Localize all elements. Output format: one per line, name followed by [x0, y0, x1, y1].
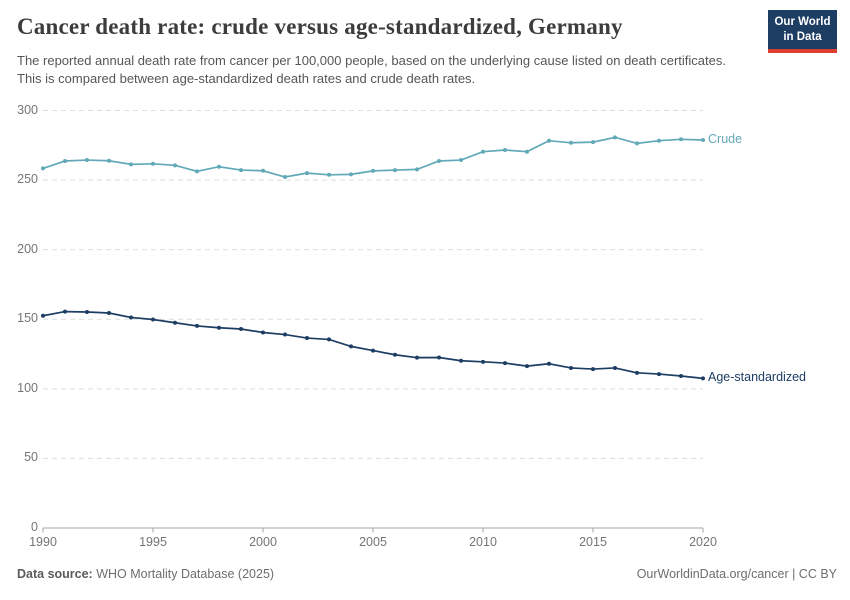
series-label-age-standardized: Age-standardized	[708, 370, 806, 385]
y-axis-tick-50: 50	[24, 450, 38, 465]
data-point-age-standardized-2019	[679, 374, 683, 379]
data-point-age-standardized-1992	[85, 310, 89, 315]
chart-title: Cancer death rate: crude versus age-stan…	[17, 14, 623, 39]
data-point-crude-1997	[195, 169, 199, 174]
data-point-crude-2013	[547, 138, 551, 143]
data-point-crude-2011	[503, 148, 507, 153]
data-point-age-standardized-2014	[569, 365, 573, 370]
logo-text-line1: Our World	[774, 16, 831, 28]
data-point-age-standardized-1990	[41, 313, 45, 318]
data-point-crude-2008	[437, 159, 441, 164]
x-axis-label-2015: 2015	[579, 535, 607, 549]
data-point-crude-2004	[349, 172, 353, 177]
data-point-age-standardized-2013	[547, 361, 551, 366]
data-point-crude-2012	[525, 149, 529, 154]
x-axis-label-1995: 1995	[139, 535, 167, 549]
data-point-crude-2014	[569, 140, 573, 145]
data-point-crude-2015	[591, 140, 595, 145]
data-point-age-standardized-2009	[459, 358, 463, 363]
data-point-crude-1991	[63, 159, 67, 164]
owid-logo: Our World in Data	[768, 10, 837, 53]
data-point-age-standardized-1997	[195, 323, 199, 328]
data-point-crude-2016	[613, 135, 617, 140]
series-line-age-standardized	[42, 310, 704, 380]
data-point-age-standardized-2008	[437, 355, 441, 360]
data-point-crude-2007	[415, 167, 419, 172]
data-point-age-standardized-2002	[305, 336, 309, 341]
data-point-crude-1995	[151, 161, 155, 166]
data-point-age-standardized-2003	[327, 337, 331, 342]
data-point-crude-1998	[217, 164, 221, 169]
data-point-age-standardized-2016	[613, 365, 617, 370]
data-point-age-standardized-1998	[217, 325, 221, 330]
data-point-crude-2009	[459, 158, 463, 163]
chart-footer: Data source: WHO Mortality Database (202…	[17, 567, 837, 581]
chart-subtitle: The reported annual death rate from canc…	[17, 53, 726, 87]
data-point-age-standardized-2012	[525, 364, 529, 369]
x-axis-label-2010: 2010	[469, 535, 497, 549]
data-source-label: Data source:	[17, 567, 93, 581]
x-axis-label-2000: 2000	[249, 535, 277, 549]
x-axis-label-2020: 2020	[689, 535, 717, 549]
data-point-age-standardized-1996	[173, 320, 177, 325]
data-point-crude-1994	[129, 162, 133, 167]
data-point-crude-1992	[85, 158, 89, 163]
data-point-crude-2017	[635, 141, 639, 146]
y-axis-tick-150: 150	[17, 311, 38, 326]
y-axis-tick-250: 250	[17, 172, 38, 187]
logo-text-line2: in Data	[783, 30, 822, 43]
data-point-crude-2018	[657, 138, 661, 143]
data-point-age-standardized-1995	[151, 317, 155, 322]
data-point-crude-2002	[305, 171, 309, 176]
data-point-age-standardized-2010	[481, 359, 485, 364]
data-point-age-standardized-2015	[591, 367, 595, 372]
series-label-crude: Crude	[708, 132, 743, 146]
data-point-crude-2005	[371, 168, 375, 173]
data-point-crude-2019	[679, 137, 683, 142]
x-axis-label-2005: 2005	[359, 535, 387, 549]
data-point-crude-1990	[41, 166, 45, 171]
credit-link[interactable]: OurWorldinData.org/cancer | CC BY	[636, 567, 837, 581]
y-axis-tick-100: 100	[17, 380, 38, 395]
data-point-crude-2020	[701, 138, 705, 143]
data-point-crude-2000	[261, 168, 265, 173]
x-axis-label-1990: 1990	[29, 535, 57, 549]
data-point-age-standardized-2020	[701, 376, 705, 381]
data-point-age-standardized-1993	[107, 310, 111, 315]
data-point-crude-2003	[327, 172, 331, 177]
data-point-crude-1993	[107, 158, 111, 163]
data-point-crude-1999	[239, 168, 243, 173]
data-point-age-standardized-2000	[261, 330, 265, 335]
data-point-age-standardized-1994	[129, 315, 133, 320]
data-point-crude-2010	[481, 149, 485, 154]
data-point-crude-1996	[173, 163, 177, 168]
data-point-age-standardized-2004	[349, 344, 353, 349]
data-point-crude-2006	[393, 168, 397, 173]
y-axis-tick-200: 200	[17, 241, 38, 256]
data-point-age-standardized-2006	[393, 352, 397, 357]
data-point-age-standardized-2001	[283, 332, 287, 337]
data-point-age-standardized-2007	[415, 355, 419, 360]
data-source: Data source: WHO Mortality Database (202…	[17, 567, 274, 581]
data-point-age-standardized-2011	[503, 361, 507, 366]
y-axis-tick-0: 0	[31, 520, 38, 534]
data-point-age-standardized-1999	[239, 326, 243, 331]
y-axis-tick-300: 300	[17, 102, 38, 117]
data-point-crude-2001	[283, 175, 287, 180]
data-point-age-standardized-2005	[371, 348, 375, 353]
data-point-age-standardized-1991	[63, 309, 67, 314]
data-point-age-standardized-2018	[657, 372, 661, 377]
data-point-age-standardized-2017	[635, 370, 639, 375]
data-source-text: WHO Mortality Database (2025)	[96, 567, 275, 581]
